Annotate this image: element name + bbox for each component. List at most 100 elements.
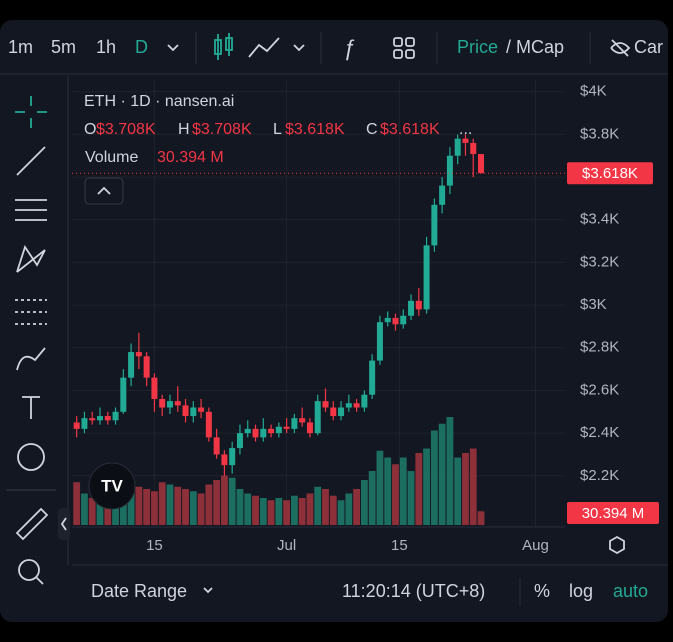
interval[interactable]: 1m — [8, 37, 33, 57]
ohlc-value: $3.708K — [96, 121, 156, 138]
fib-tool[interactable] — [15, 199, 47, 221]
candle-body — [166, 401, 173, 408]
logo[interactable]: TV — [88, 462, 136, 510]
volume-bar — [228, 477, 236, 525]
volume-bar — [368, 471, 376, 525]
ohlc-value: $3.618K — [380, 121, 440, 138]
trendline-tool[interactable] — [16, 146, 46, 176]
volume-bar — [252, 495, 259, 525]
candle-body — [135, 352, 142, 357]
log-toggle[interactable]: log — [569, 581, 593, 601]
widget — [0, 20, 668, 622]
indicators-icon[interactable]: ƒ — [343, 35, 355, 60]
volume-bar — [392, 464, 399, 525]
y-tick-label: $3.4K — [580, 211, 619, 228]
candle-body — [205, 411, 212, 438]
volume-bar — [267, 500, 275, 525]
volume-bar — [298, 498, 306, 525]
candle-body — [361, 394, 368, 408]
interval-dropdown[interactable] — [167, 44, 179, 52]
auto-toggle[interactable]: auto — [613, 581, 648, 601]
volume-bar — [337, 500, 345, 525]
candle-body — [291, 418, 298, 429]
volume-bar — [96, 497, 104, 525]
volume-bar — [430, 430, 438, 525]
candle-body — [73, 422, 80, 429]
candle-body — [120, 377, 127, 412]
line-icon[interactable] — [248, 37, 280, 58]
candle-body — [314, 401, 321, 434]
candle-body — [236, 433, 243, 449]
candle-body — [408, 300, 415, 316]
hide-icon[interactable] — [610, 39, 631, 57]
volume-bar — [174, 486, 182, 525]
more[interactable]: ... — [459, 121, 472, 138]
top-toolbar: 1m 5m 1h D ƒ Price / MCap Car — [8, 32, 663, 64]
x-tick-label: 15 — [146, 537, 163, 554]
layout-icon[interactable] — [393, 37, 415, 59]
volume-bar — [360, 480, 368, 525]
volume-bar — [322, 489, 329, 525]
candle-body — [143, 356, 150, 378]
volume-bar — [81, 493, 88, 525]
candle-body — [213, 437, 220, 455]
candle-body — [252, 428, 259, 438]
candle-body — [174, 401, 181, 406]
brush-tool[interactable] — [16, 347, 46, 371]
emoji-tool[interactable] — [17, 443, 45, 471]
settings-icon[interactable] — [609, 535, 625, 555]
candle-body — [384, 317, 391, 323]
candle-body — [446, 155, 453, 186]
y-tick-label: $2.8K — [580, 339, 619, 356]
candle-body — [159, 398, 166, 408]
candle-body — [268, 428, 275, 434]
candle-body — [369, 360, 376, 395]
clipped-button[interactable]: Car — [634, 37, 663, 57]
collapse-arrow — [60, 517, 67, 531]
volume-bar — [104, 500, 112, 525]
volume-bar — [112, 493, 119, 525]
prediction-tool[interactable] — [15, 299, 47, 325]
volume-bar — [438, 423, 446, 525]
clock: 11:20:14 (UTC+8) — [342, 581, 485, 601]
volume-bar — [454, 457, 462, 525]
ohlc-key: C — [366, 121, 378, 138]
candle-body — [423, 245, 430, 310]
volume-tag-bg — [567, 502, 659, 524]
volume-bar — [205, 484, 213, 525]
volume-bar — [423, 448, 430, 525]
left-toolbar — [6, 96, 56, 585]
candles-icon[interactable] — [214, 33, 233, 60]
y-tick-label: $2.6K — [580, 381, 619, 398]
mcap-toggle[interactable]: / MCap — [506, 37, 564, 57]
candle-body — [151, 377, 158, 399]
chart-type-dropdown[interactable] — [293, 44, 305, 52]
price-toggle[interactable]: Price — [457, 37, 498, 57]
collapse-toolbar[interactable] — [58, 508, 70, 540]
volume-bar — [329, 495, 337, 525]
collapse-legend[interactable] — [84, 177, 124, 205]
pattern-tool[interactable] — [16, 244, 46, 273]
volume-bar — [353, 489, 361, 525]
text-tool[interactable] — [22, 396, 40, 419]
interval[interactable]: 5m — [51, 37, 76, 57]
date-range[interactable]: Date Range — [91, 581, 187, 601]
volume-bar — [143, 489, 151, 525]
x-tick-label: 15 — [391, 537, 408, 554]
candle-body — [439, 185, 446, 205]
date-range-dropdown[interactable] — [203, 587, 213, 594]
candle-body — [431, 204, 438, 246]
volume-tag: 30.394 M — [582, 505, 645, 522]
candle-body — [454, 138, 461, 156]
interval[interactable]: 1h — [96, 37, 116, 57]
volume-bar — [127, 480, 135, 525]
volume-bar — [376, 450, 384, 525]
interval-active[interactable]: D — [135, 37, 148, 57]
price-tag: $3.618K — [582, 165, 638, 182]
volume-bar — [158, 482, 166, 525]
ruler-tool[interactable] — [15, 507, 49, 541]
zoom-tool[interactable] — [18, 559, 40, 581]
percent-toggle[interactable]: % — [534, 581, 550, 601]
y-tick-label: $3.2K — [580, 253, 619, 270]
crosshair-tool[interactable] — [15, 96, 47, 128]
